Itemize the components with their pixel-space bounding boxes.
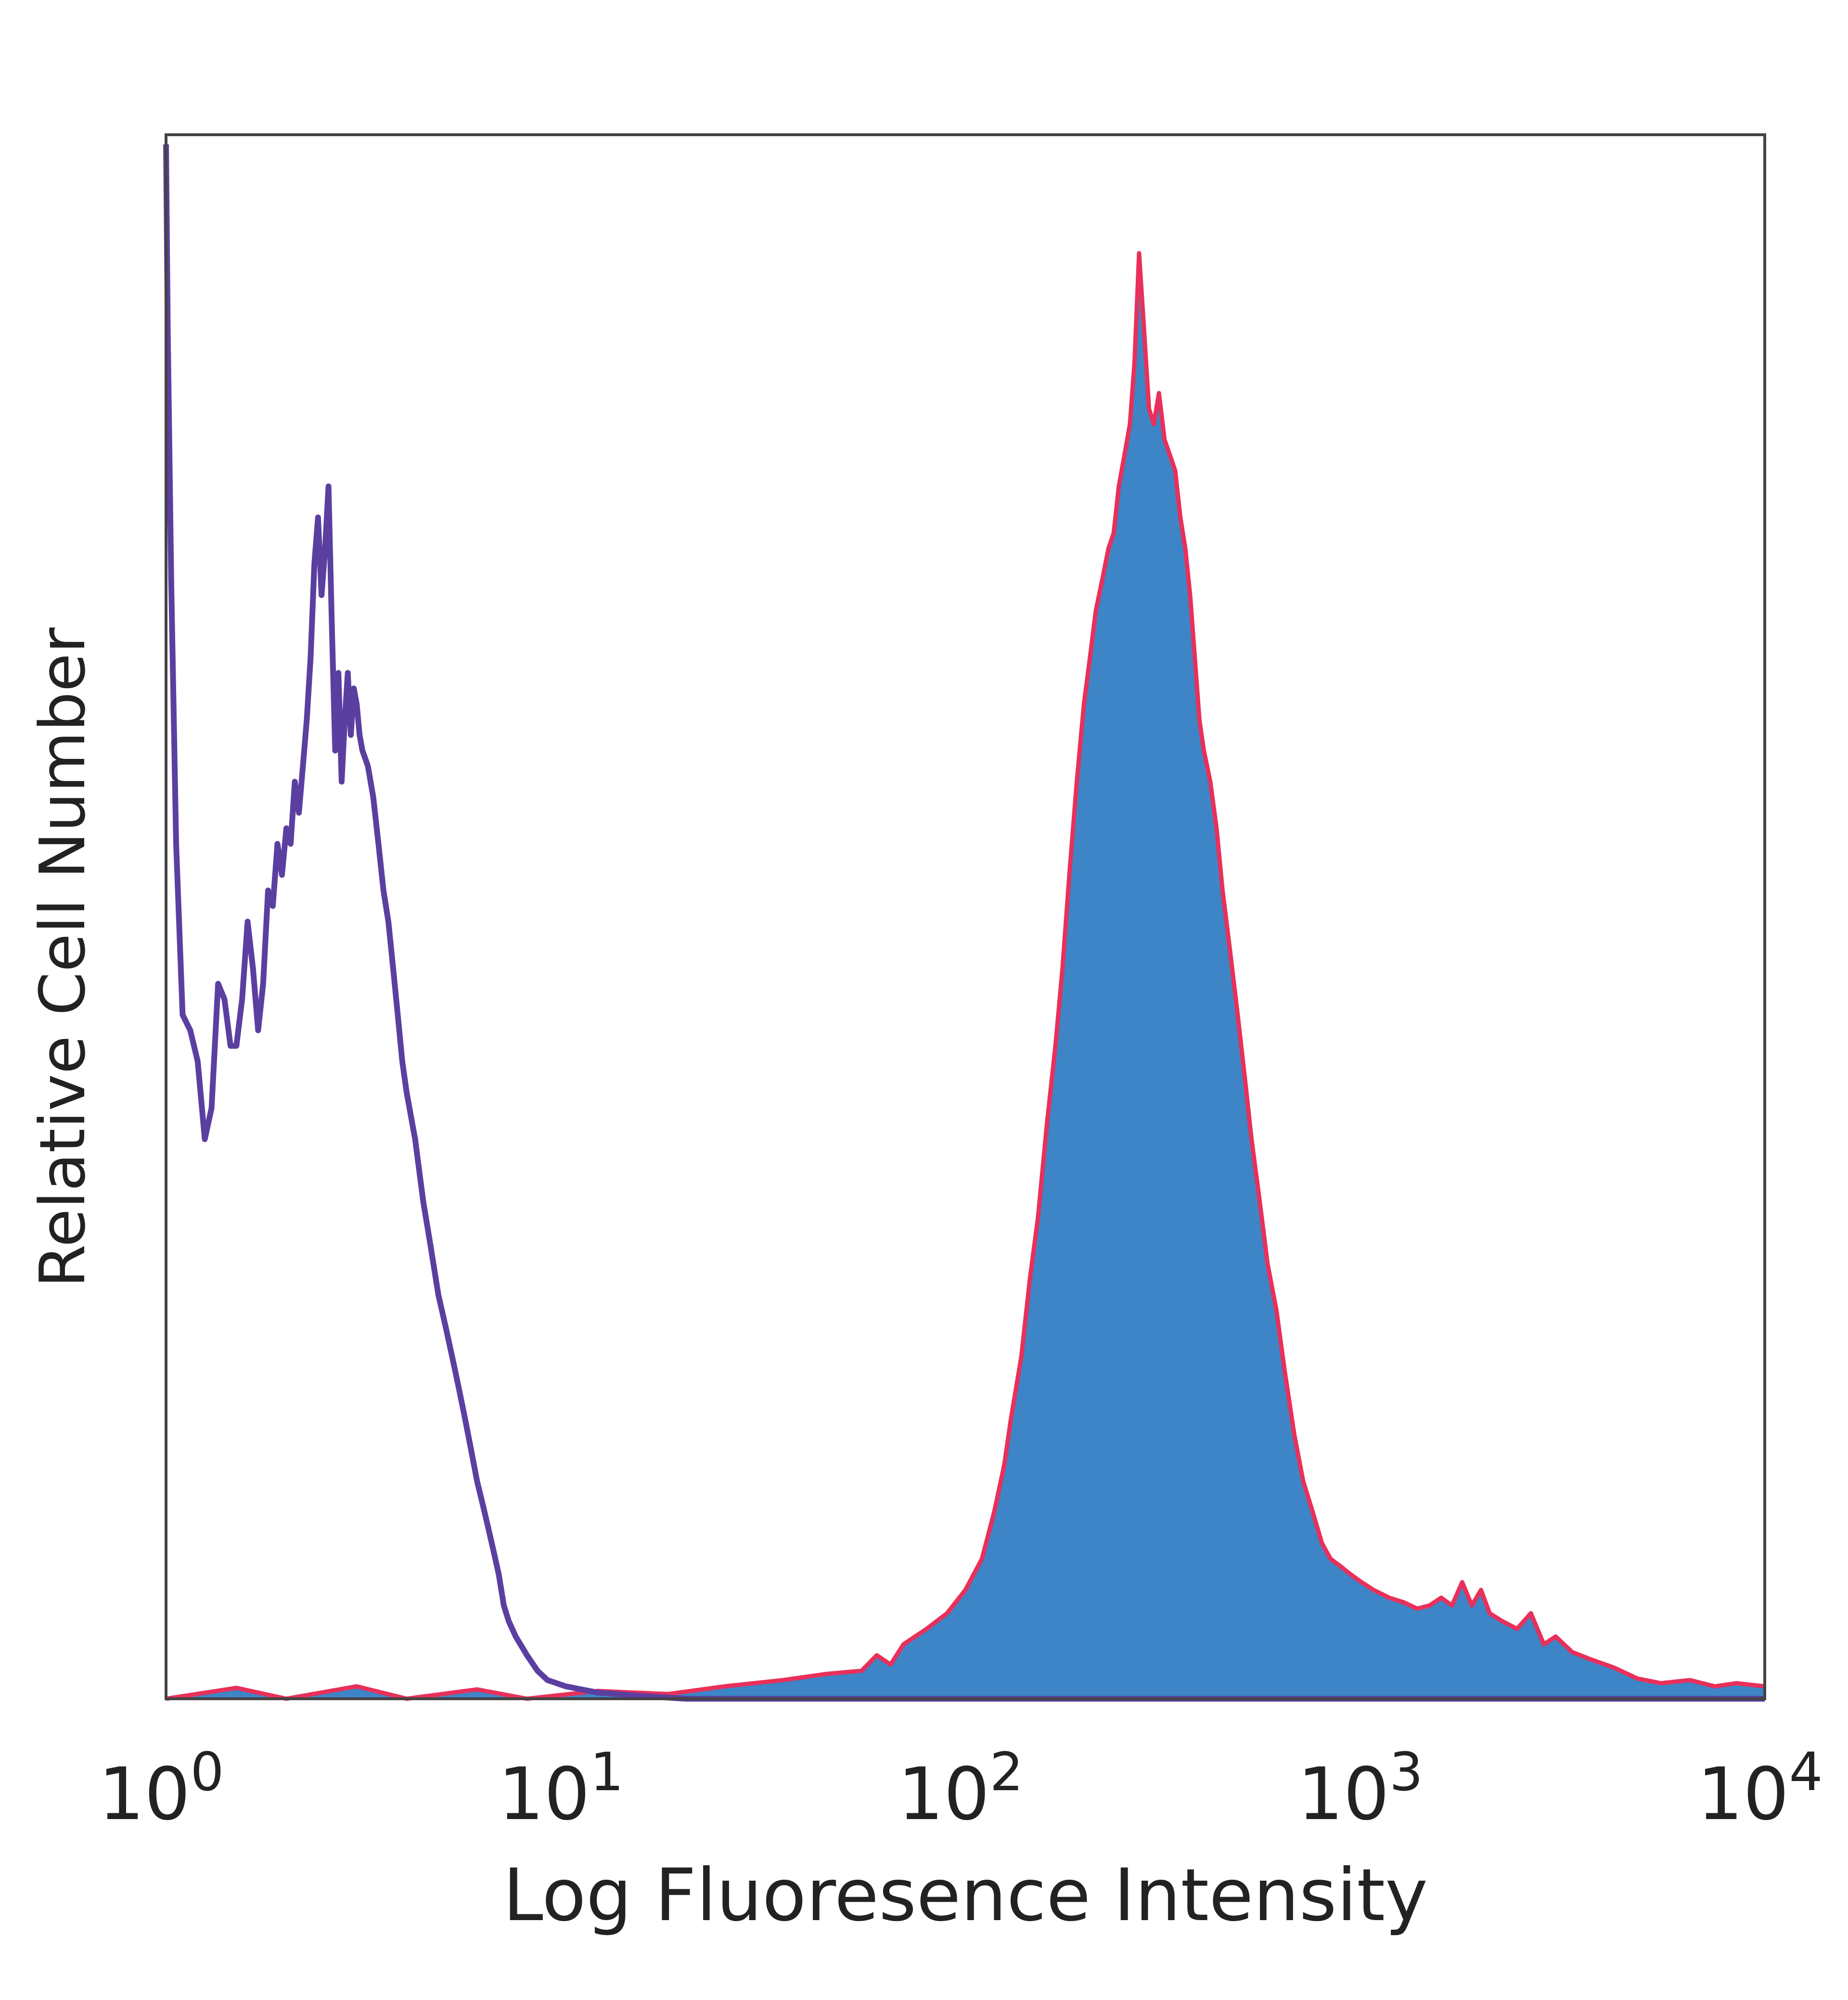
x-tick-label-1: 101	[498, 1741, 624, 1836]
x-tick-label-2: 102	[898, 1741, 1024, 1836]
histogram-edge-1	[166, 251, 1765, 1701]
plot-area	[163, 144, 1765, 1702]
y-axis-title: Relative Cell Number	[26, 627, 99, 1288]
x-tick-label-4: 104	[1697, 1741, 1823, 1836]
x-tick-label-3: 103	[1297, 1741, 1423, 1836]
x-axis-title: Log Fluoresence Intensity	[503, 1854, 1428, 1937]
x-tick-label-0: 100	[99, 1741, 224, 1836]
histogram-area-1	[166, 253, 1765, 1699]
x-tick-labels: 100 101 102 103 104	[99, 1741, 1823, 1836]
histogram-outline-0	[163, 144, 1765, 1702]
plot-frame	[165, 133, 1766, 1700]
